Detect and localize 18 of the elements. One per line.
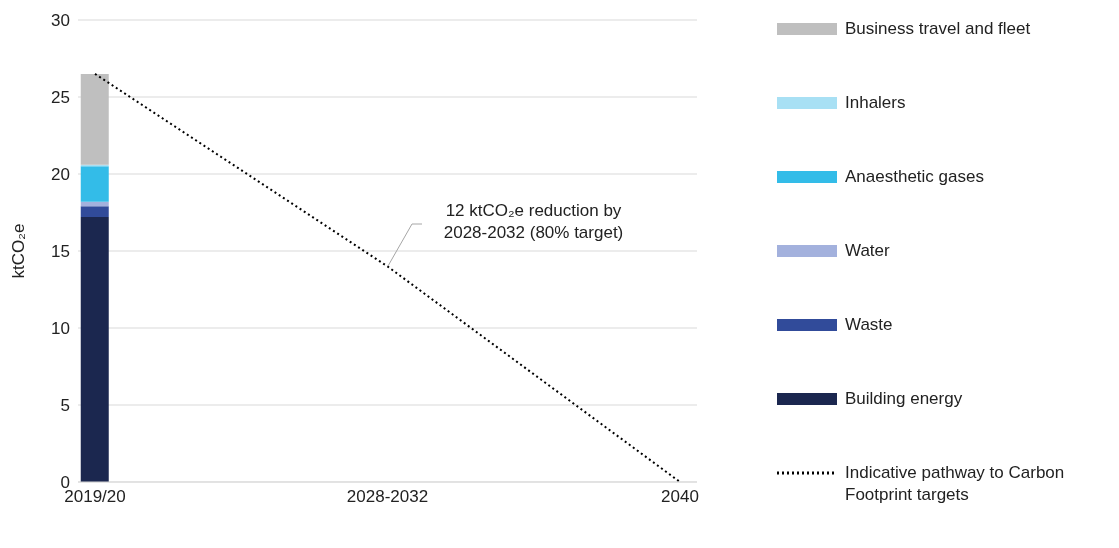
y-tick-label: 30 xyxy=(51,11,70,31)
y-tick-label: 15 xyxy=(51,242,70,262)
y-tick-label: 5 xyxy=(60,396,70,416)
y-tick-label: 10 xyxy=(51,319,70,339)
legend-label: Anaesthetic gases xyxy=(845,166,984,188)
legend-label: Water xyxy=(845,240,890,262)
annotation: 12 ktCO₂e reduction by 2028-2032 (80% target) xyxy=(442,200,625,245)
x-tick-label: 2028-2032 xyxy=(346,487,429,507)
y-axis-title: ktCO₂e xyxy=(9,223,29,279)
legend-label: Business travel and fleet xyxy=(845,18,1031,40)
legend-label: Inhalers xyxy=(845,92,906,114)
y-tick-label: 20 xyxy=(51,165,70,185)
x-tick-label: 2019/20 xyxy=(64,487,126,507)
x-tick-label: 2040 xyxy=(661,487,699,507)
y-tick-label: 25 xyxy=(51,88,70,108)
legend-label: Indicative pathway to Carbon Footprint targets xyxy=(845,462,1066,506)
legend-label: Waste xyxy=(845,314,893,336)
legend-label: Building energy xyxy=(845,388,963,410)
